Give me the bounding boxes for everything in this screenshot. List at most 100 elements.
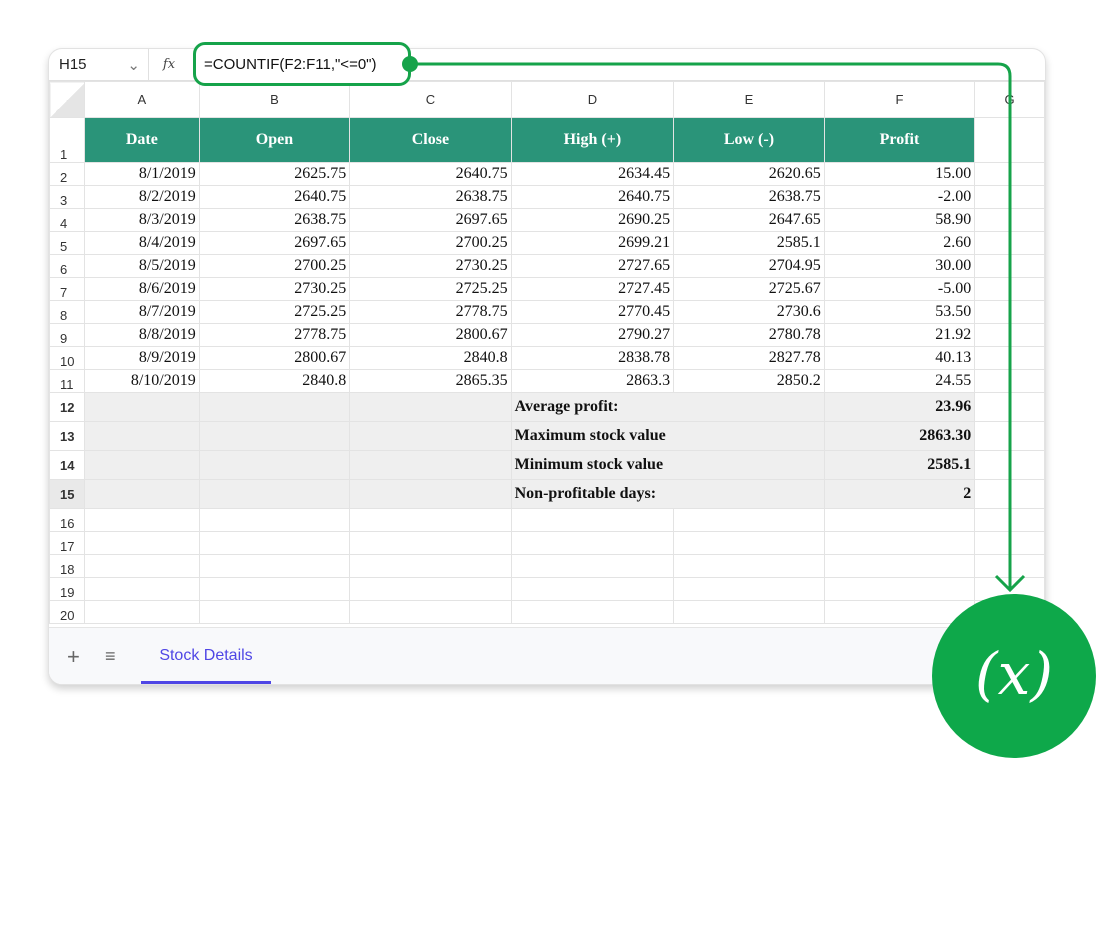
data-cell[interactable]: 2865.35 xyxy=(349,369,512,393)
data-cell[interactable]: 2638.75 xyxy=(673,185,825,209)
cell[interactable] xyxy=(349,450,512,480)
sheet-list-icon[interactable]: ≡ xyxy=(105,646,116,666)
row-header[interactable]: 11 xyxy=(49,369,85,393)
header-cell[interactable]: Date xyxy=(83,117,200,163)
row-header[interactable]: 5 xyxy=(49,231,85,255)
cell[interactable] xyxy=(673,577,825,601)
data-cell[interactable]: 2700.25 xyxy=(349,231,512,255)
data-cell[interactable]: 8/3/2019 xyxy=(83,208,200,232)
data-cell[interactable]: 21.92 xyxy=(823,323,976,347)
cell[interactable] xyxy=(349,421,512,451)
cell[interactable] xyxy=(83,392,200,422)
data-cell[interactable]: 2730.25 xyxy=(349,254,512,278)
cell[interactable] xyxy=(198,600,351,624)
row-header[interactable]: 9 xyxy=(49,323,85,347)
column-header[interactable]: C xyxy=(349,81,512,118)
cell[interactable] xyxy=(83,479,200,509)
data-cell[interactable]: 40.13 xyxy=(823,346,976,370)
name-box[interactable]: H15 ⌄ xyxy=(49,49,149,80)
row-header[interactable]: 12 xyxy=(49,392,85,422)
data-cell[interactable]: 2640.75 xyxy=(510,185,675,209)
cell[interactable] xyxy=(510,531,675,555)
cell[interactable] xyxy=(349,479,512,509)
header-cell[interactable]: Open xyxy=(198,117,351,163)
summary-label[interactable]: Non-profitable days: xyxy=(510,479,825,509)
header-cell[interactable]: High (+) xyxy=(510,117,675,163)
data-cell[interactable]: 53.50 xyxy=(823,300,976,324)
summary-value[interactable]: 2 xyxy=(823,479,976,509)
cell[interactable] xyxy=(198,392,351,422)
cell[interactable] xyxy=(823,600,976,624)
cell[interactable] xyxy=(673,600,825,624)
cell[interactable] xyxy=(349,392,512,422)
column-header[interactable]: E xyxy=(673,81,825,118)
data-cell[interactable]: 2840.8 xyxy=(349,346,512,370)
row-header[interactable]: 18 xyxy=(49,554,85,578)
data-cell[interactable]: 2840.8 xyxy=(198,369,351,393)
summary-value[interactable]: 2863.30 xyxy=(823,421,976,451)
data-cell[interactable]: 8/5/2019 xyxy=(83,254,200,278)
data-cell[interactable]: 2640.75 xyxy=(349,162,512,186)
cell[interactable] xyxy=(349,508,512,532)
row-header[interactable]: 13 xyxy=(49,421,85,451)
cell[interactable] xyxy=(198,450,351,480)
data-cell[interactable]: 8/2/2019 xyxy=(83,185,200,209)
data-cell[interactable]: 2725.25 xyxy=(198,300,351,324)
row-header[interactable]: 10 xyxy=(49,346,85,370)
data-cell[interactable]: 2863.3 xyxy=(510,369,675,393)
summary-value[interactable]: 2585.1 xyxy=(823,450,976,480)
row-header[interactable]: 6 xyxy=(49,254,85,278)
data-cell[interactable]: 2690.25 xyxy=(510,208,675,232)
data-cell[interactable]: 2704.95 xyxy=(673,254,825,278)
data-cell[interactable]: 2800.67 xyxy=(198,346,351,370)
data-cell[interactable]: 2790.27 xyxy=(510,323,675,347)
cell[interactable] xyxy=(510,600,675,624)
cell[interactable] xyxy=(823,577,976,601)
data-cell[interactable]: 8/4/2019 xyxy=(83,231,200,255)
row-header[interactable]: 14 xyxy=(49,450,85,480)
cell[interactable] xyxy=(83,600,200,624)
header-cell[interactable]: Close xyxy=(349,117,512,163)
cell[interactable] xyxy=(823,508,976,532)
tab-stock-details[interactable]: Stock Details xyxy=(141,628,271,684)
header-cell[interactable]: Low (-) xyxy=(673,117,825,163)
data-cell[interactable]: 8/10/2019 xyxy=(83,369,200,393)
row-header[interactable]: 8 xyxy=(49,300,85,324)
row-header[interactable]: 2 xyxy=(49,162,85,186)
header-cell[interactable]: Profit xyxy=(823,117,976,163)
data-cell[interactable]: 2634.45 xyxy=(510,162,675,186)
data-cell[interactable]: 2699.21 xyxy=(510,231,675,255)
data-cell[interactable]: 2770.45 xyxy=(510,300,675,324)
data-cell[interactable]: 2727.65 xyxy=(510,254,675,278)
summary-label[interactable]: Maximum stock value xyxy=(510,421,825,451)
cell[interactable] xyxy=(198,479,351,509)
column-header[interactable]: F xyxy=(823,81,976,118)
data-cell[interactable]: 2725.67 xyxy=(673,277,825,301)
formula-input[interactable]: =COUNTIF(F2:F11,"<=0") xyxy=(193,42,411,86)
cell[interactable] xyxy=(83,531,200,555)
summary-label[interactable]: Minimum stock value xyxy=(510,450,825,480)
cell[interactable] xyxy=(198,577,351,601)
data-cell[interactable]: 2778.75 xyxy=(349,300,512,324)
data-cell[interactable]: 2638.75 xyxy=(349,185,512,209)
chevron-down-icon[interactable]: ⌄ xyxy=(127,56,140,74)
cell[interactable] xyxy=(83,421,200,451)
data-cell[interactable]: -5.00 xyxy=(823,277,976,301)
row-header[interactable]: 20 xyxy=(49,600,85,624)
data-cell[interactable]: 58.90 xyxy=(823,208,976,232)
data-cell[interactable]: 8/8/2019 xyxy=(83,323,200,347)
data-cell[interactable]: 2838.78 xyxy=(510,346,675,370)
summary-value[interactable]: 23.96 xyxy=(823,392,976,422)
cell[interactable] xyxy=(83,554,200,578)
data-cell[interactable]: 2638.75 xyxy=(198,208,351,232)
cell[interactable] xyxy=(349,531,512,555)
row-header[interactable]: 19 xyxy=(49,577,85,601)
data-cell[interactable]: -2.00 xyxy=(823,185,976,209)
add-sheet-icon[interactable]: + xyxy=(67,644,80,669)
row-header[interactable]: 15 xyxy=(49,479,85,509)
data-cell[interactable]: 2640.75 xyxy=(198,185,351,209)
row-header[interactable]: 4 xyxy=(49,208,85,232)
cell[interactable] xyxy=(510,554,675,578)
row-header[interactable]: 1 xyxy=(49,117,85,163)
data-cell[interactable]: 8/6/2019 xyxy=(83,277,200,301)
